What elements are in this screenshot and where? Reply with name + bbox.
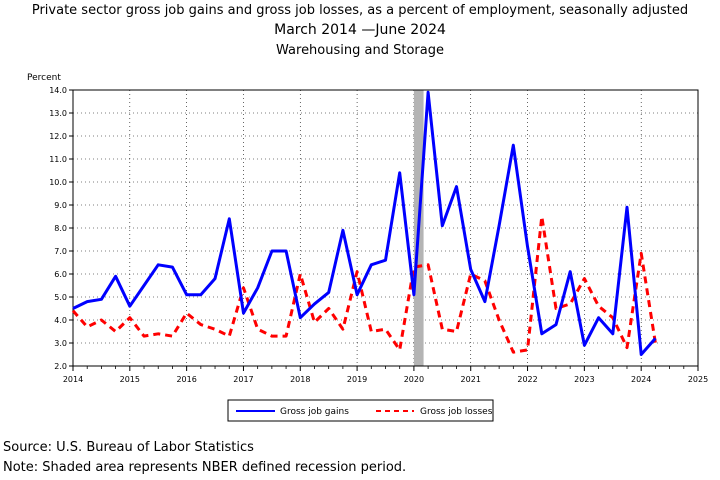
x-tick-label: 2022 [517,375,537,384]
x-tick-label: 2017 [233,375,253,384]
x-tick-label: 2025 [688,375,708,384]
y-tick-label: 7.0 [54,247,67,256]
grid-lines [73,90,698,366]
series-lines [71,90,657,356]
y-tick-label: 14.0 [49,86,67,95]
legend-gains-label: Gross job gains [280,407,349,417]
legend: Gross job gains Gross job losses [227,399,494,422]
x-tick-label: 2018 [290,375,310,384]
source-note: Source: U.S. Bureau of Labor Statistics [3,440,254,455]
chart-title: Private sector gross job gains and gross… [31,3,689,18]
x-axis: 2014 2015 2016 2017 2018 2019 2020 2021 2022 2023… [63,366,708,384]
legend-box [227,399,494,422]
gross-job-gains-line [72,90,657,356]
x-tick-label: 2014 [63,375,83,384]
y-tick-label: 11.0 [49,155,67,164]
x-tick-label: 2016 [176,375,196,384]
y-tick-label: 4.0 [54,316,67,325]
x-tick-label: 2021 [461,375,481,384]
x-tick-label: 2015 [120,375,140,384]
legend-losses-label: Gross job losses [420,407,493,417]
y-tick-label: 3.0 [54,339,67,348]
y-tick-label: 13.0 [49,109,67,118]
y-tick-label: 8.0 [54,224,67,233]
y-axis: 2.0 3.0 4.0 5.0 6.0 7.0 8.0 9.0 10.0 11.0 12.0 13.0… [49,86,73,371]
gross-job-losses-line [71,215,657,354]
y-tick-label: 12.0 [49,132,67,141]
y-axis-label: Percent [27,73,61,83]
x-tick-label: 2024 [631,375,651,384]
y-tick-label: 9.0 [54,201,67,210]
y-tick-label: 6.0 [54,270,67,279]
y-tick-label: 2.0 [54,362,67,371]
chart-subtitle: Warehousing and Storage [276,43,444,58]
chart-date-range: March 2014 —June 2024 [274,22,446,38]
y-tick-label: 5.0 [54,293,67,302]
x-tick-label: 2023 [574,375,594,384]
recession-note: Note: Shaded area represents NBER define… [3,460,407,475]
y-tick-label: 10.0 [49,178,67,187]
x-tick-label: 2019 [347,375,367,384]
x-tick-label: 2020 [404,375,424,384]
